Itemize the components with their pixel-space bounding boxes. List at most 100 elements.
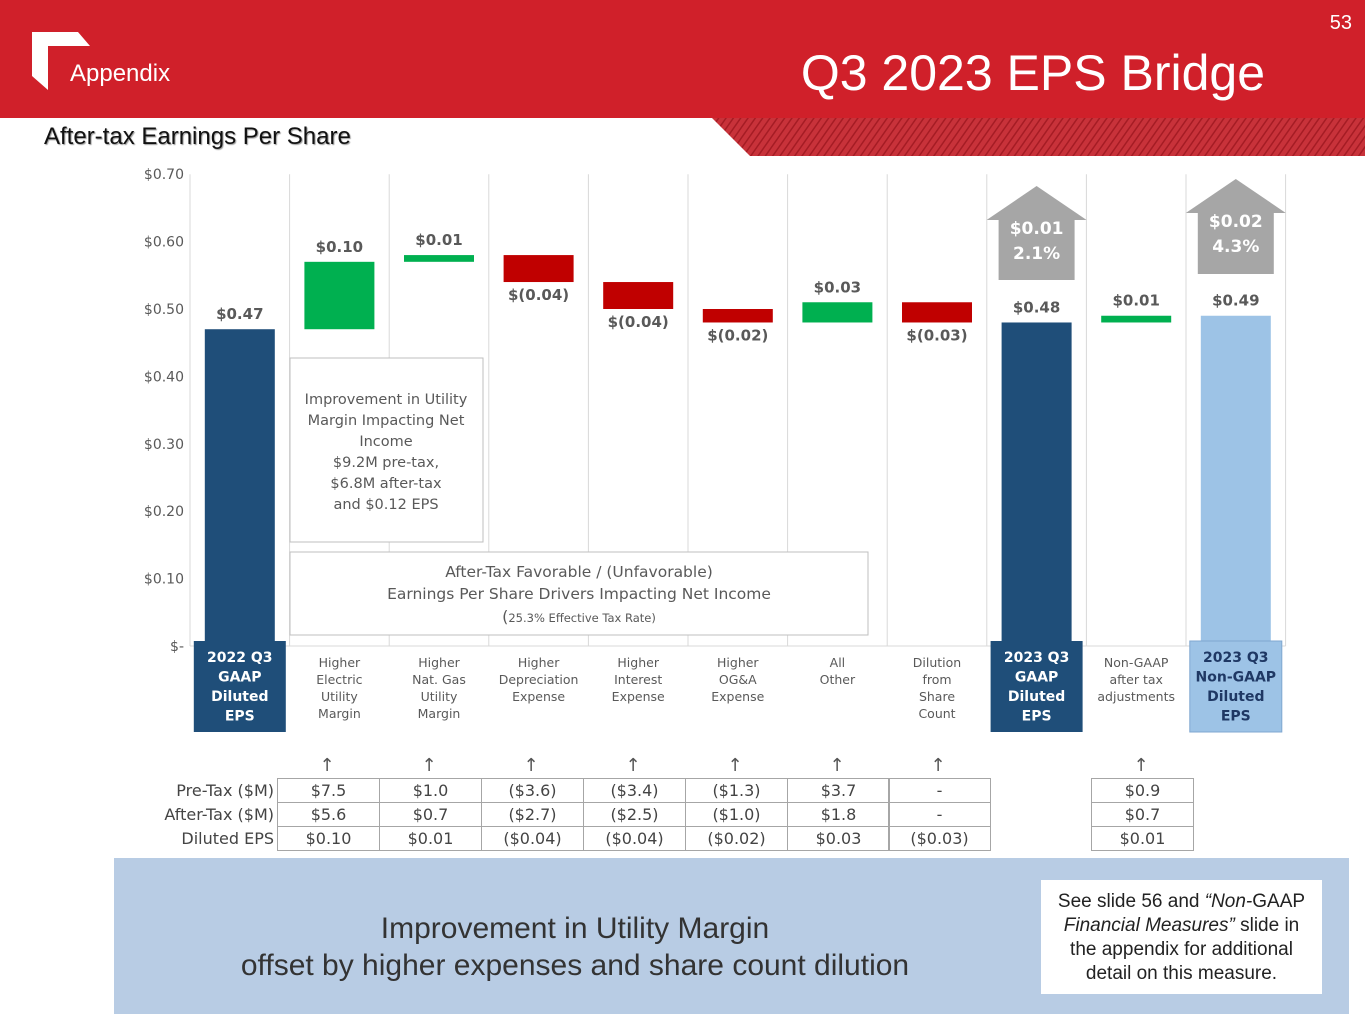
y-tick-label: $0.70 xyxy=(144,167,184,183)
table-cell: ($0.04) xyxy=(481,826,584,851)
y-tick-label: $0.60 xyxy=(144,235,184,251)
chart-subtitle: After-tax Earnings Per Share xyxy=(44,123,351,150)
up-arrow-icon: ↑ xyxy=(727,755,743,776)
chart-annotations: Improvement in Utility Margin Impacting N… xyxy=(289,357,869,636)
utility-margin-text: Margin Impacting Net xyxy=(308,413,465,429)
bar-value-label: $0.10 xyxy=(316,238,363,256)
category-label: Margin xyxy=(318,706,361,721)
note-part-3: GAAP xyxy=(1252,891,1306,912)
total-label-box xyxy=(1189,640,1283,733)
bar-value-label: $0.01 xyxy=(415,231,462,249)
table-cell: - xyxy=(888,778,991,803)
bar-value-label: $0.01 xyxy=(1112,292,1159,310)
bar-value-label: $(0.04) xyxy=(508,286,569,304)
category-label: 2023 Q3 xyxy=(1004,650,1069,666)
logo-icon xyxy=(32,32,90,90)
category-label: after tax xyxy=(1109,672,1163,687)
drivers-table: ↑ ↑ ↑ ↑ ↑ ↑ ↑ ↑ Pre-Tax ($M) $7.5 $1.0 ($3.6) ($3.4)… xyxy=(0,755,1365,855)
bar xyxy=(702,309,773,323)
bar xyxy=(204,329,275,646)
utility-margin-text: Improvement in Utility xyxy=(305,392,468,408)
table-cell: $5.6 xyxy=(277,802,380,827)
drivers-text: Earnings Per Share Drivers Impacting Net… xyxy=(387,585,771,603)
summary-line-2: offset by higher expenses and share coun… xyxy=(240,949,910,982)
category-label: OG&A xyxy=(719,672,757,687)
y-tick-label: $0.40 xyxy=(144,369,184,385)
category-label: Expense xyxy=(612,689,665,704)
note-part-5: slide in the appendix for additional det… xyxy=(1070,915,1300,984)
up-arrow-icon: ↑ xyxy=(319,755,335,776)
tax-rate-text: (25.3% Effective Tax Rate) xyxy=(502,607,656,626)
category-label: Nat. Gas xyxy=(412,672,466,687)
bar-value-label: $0.47 xyxy=(216,305,263,323)
arrow-callout-text: 2.1% xyxy=(1013,244,1060,264)
arrow-callout-text: 4.3% xyxy=(1212,237,1259,257)
category-label: Interest xyxy=(614,672,662,687)
up-arrow-icon: ↑ xyxy=(421,755,437,776)
y-tick-label: $0.30 xyxy=(144,437,184,453)
bar xyxy=(902,302,972,323)
page-title: Q3 2023 EPS Bridge xyxy=(800,45,1265,101)
table-cell: $1.0 xyxy=(379,778,482,803)
page-number: 53 xyxy=(1329,12,1352,34)
bar-value-label: $(0.04) xyxy=(608,313,669,331)
category-label: from xyxy=(922,672,951,687)
category-label: adjustments xyxy=(1097,689,1175,704)
category-label: Count xyxy=(918,706,955,721)
bar xyxy=(1001,322,1072,646)
category-label: Margin xyxy=(418,706,461,721)
category-label: Electric xyxy=(316,672,362,687)
bar-value-label: $(0.02) xyxy=(707,326,768,344)
category-label: Utility xyxy=(321,689,358,704)
utility-margin-text: $9.2M pre-tax, xyxy=(333,455,439,471)
category-label: Diluted xyxy=(211,689,268,705)
bar xyxy=(503,255,574,283)
table-cell: ($3.4) xyxy=(583,778,686,803)
table-cell: ($3.6) xyxy=(481,778,584,803)
row-label: Diluted EPS xyxy=(181,829,274,848)
table-cell: ($1.3) xyxy=(685,778,788,803)
category-label: Higher xyxy=(319,655,361,670)
category-label: Higher xyxy=(418,655,460,670)
table-cell: ($0.04) xyxy=(583,826,686,851)
up-arrow-icon: ↑ xyxy=(625,755,641,776)
table-cell: - xyxy=(888,802,991,827)
header-stripe xyxy=(712,118,1365,156)
tax-rate-value: 25.3% Effective Tax Rate) xyxy=(508,611,656,625)
table-cell-nongaap: $0.7 xyxy=(1091,802,1194,827)
chart-bars: $0.47 $0.10 $0.01 $(0.04) $(0.04) $(0.02) $0.0… xyxy=(204,231,1271,646)
y-tick-label: $0.20 xyxy=(144,504,184,520)
category-label: Expense xyxy=(711,689,764,704)
y-tick-label: $0.50 xyxy=(144,302,184,318)
category-label: Utility xyxy=(421,689,458,704)
note-part-1: See slide 56 and xyxy=(1057,891,1205,912)
header-bar xyxy=(0,0,1365,118)
total-label-box xyxy=(193,641,286,732)
category-label: Dilution xyxy=(913,655,961,670)
category-label: Diluted xyxy=(1207,689,1264,705)
row-label: After-Tax ($M) xyxy=(164,805,274,824)
table-cell: $0.03 xyxy=(787,826,890,851)
drivers-box xyxy=(289,551,869,636)
drivers-text: After-Tax Favorable / (Unfavorable) xyxy=(445,563,713,581)
bar xyxy=(802,302,873,323)
note-part-4: Financial Measures” xyxy=(1063,915,1235,936)
summary-text: Improvement in Utility Margin offset by … xyxy=(150,910,1000,984)
summary-line-1: Improvement in Utility Margin xyxy=(380,912,770,945)
non-gaap-note: See slide 56 and “Non-GAAP Financial Mea… xyxy=(1041,880,1322,994)
category-label: Diluted xyxy=(1008,689,1065,705)
table-cell-nongaap: $0.01 xyxy=(1091,826,1194,851)
category-label: EPS xyxy=(1221,709,1251,725)
bar xyxy=(603,282,674,309)
eps-bridge-chart: $- $0.10 $0.20 $0.30 $0.40 $0.50 $0.60 $0.70 $0… xyxy=(144,167,1287,733)
bar xyxy=(304,261,375,330)
up-arrow-icon xyxy=(986,186,1087,280)
category-label: Other xyxy=(820,672,856,687)
tax-rate-paren: ( xyxy=(502,607,508,626)
utility-margin-box xyxy=(289,357,484,543)
table-cell: ($2.7) xyxy=(481,802,584,827)
section-label: Appendix xyxy=(70,60,171,87)
table-cell-nongaap: $0.9 xyxy=(1091,778,1194,803)
utility-margin-text: and $0.12 EPS xyxy=(333,497,438,513)
table-cell: ($2.5) xyxy=(583,802,686,827)
